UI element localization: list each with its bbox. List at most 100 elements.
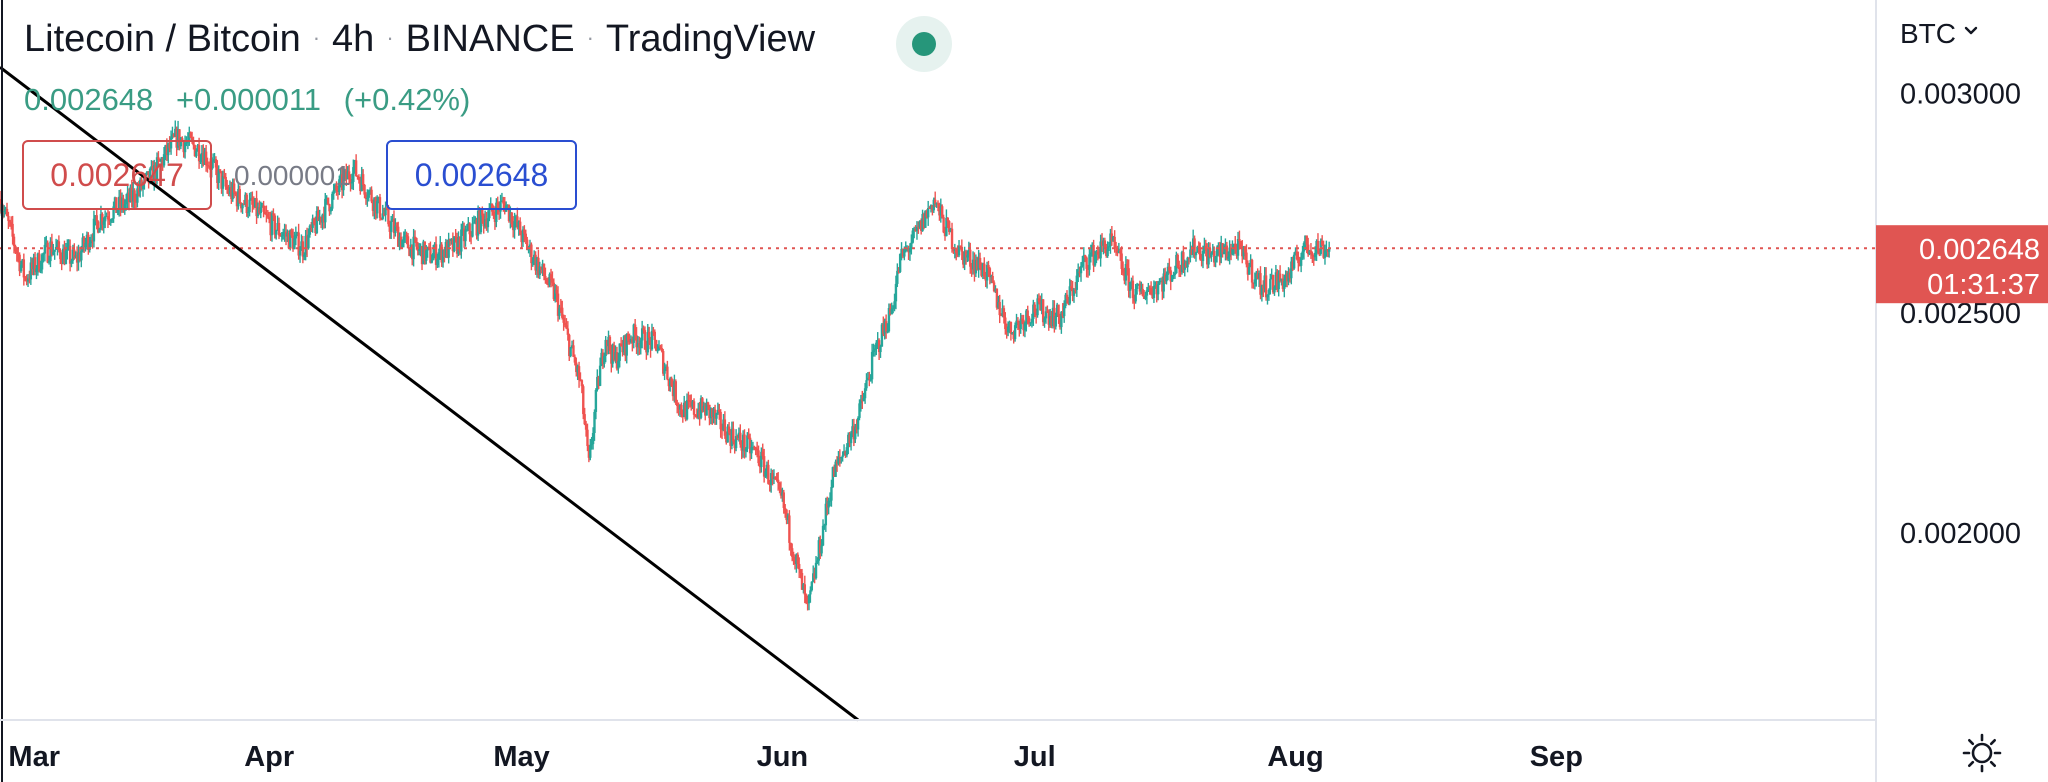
y-tick-label: 0.002000 <box>1900 518 2021 550</box>
candle-body <box>1206 250 1209 265</box>
candle-body <box>654 339 658 351</box>
candle-body <box>844 451 847 456</box>
candle-body <box>652 330 655 332</box>
candle-body <box>268 216 271 220</box>
candle-body <box>884 321 888 332</box>
candle-body <box>690 401 693 407</box>
candle-body <box>1308 250 1311 255</box>
current-price-tag: 0.002648 01:31:37 <box>1876 225 2048 304</box>
candle-body <box>164 145 167 155</box>
sun-gear-icon[interactable] <box>1962 733 2002 778</box>
currency-dropdown[interactable]: BTC <box>1900 18 1978 50</box>
symbol-header[interactable]: Litecoin / Bitcoin · 4h · BINANCE · Trad… <box>24 18 815 61</box>
candle-body <box>1095 251 1098 255</box>
candle-body <box>131 190 135 202</box>
candle-body <box>702 406 706 411</box>
candle-body <box>1016 320 1020 323</box>
candle-body <box>889 308 892 315</box>
candle-body <box>1135 285 1139 289</box>
candle-body <box>231 183 234 200</box>
candle-body <box>820 545 823 554</box>
trendline-drawing[interactable] <box>0 66 859 722</box>
candle-body <box>907 248 910 253</box>
candle-body <box>852 426 856 440</box>
candle-body <box>938 203 941 216</box>
candle-body <box>199 160 202 162</box>
candle-body <box>49 241 52 262</box>
candle-body <box>387 208 390 225</box>
candle-body <box>1253 279 1257 284</box>
candle-body <box>40 254 44 270</box>
candle-body <box>1008 321 1011 327</box>
candle-body <box>1201 250 1205 261</box>
candle-body <box>647 332 651 338</box>
candle-body <box>96 221 100 233</box>
candle-body <box>653 331 656 340</box>
candle-body <box>175 128 178 148</box>
candle-body <box>1203 245 1206 251</box>
candle-body <box>457 237 460 254</box>
time-scale[interactable]: Mar Apr May Jun Jul Aug Sep <box>8 741 1583 773</box>
candle-body <box>830 487 833 501</box>
candle-body <box>235 194 239 207</box>
candle-body <box>607 336 610 347</box>
candle-body <box>1012 332 1015 340</box>
candle-body <box>528 244 532 250</box>
candle-body <box>698 410 701 418</box>
candle-body <box>1050 316 1053 326</box>
sell-price-button[interactable]: 0.002647 <box>22 140 212 210</box>
candle-body <box>317 210 320 221</box>
x-tick-label: Apr <box>244 741 294 773</box>
candle-body <box>1013 325 1017 340</box>
candle-body <box>632 324 635 343</box>
candle-body <box>1068 286 1071 304</box>
candle-body <box>1313 252 1317 258</box>
chart-background <box>0 0 1876 720</box>
candle-body <box>154 165 157 180</box>
candle-body <box>506 204 509 206</box>
candle-body <box>464 230 467 242</box>
candle-body <box>806 598 809 604</box>
candle-body <box>593 411 596 433</box>
candle-body <box>1036 298 1039 316</box>
candle-body <box>1043 318 1046 323</box>
candle-body <box>18 254 21 272</box>
candle-body <box>591 432 595 445</box>
candle-body <box>664 366 668 369</box>
last-price: 0.002648 <box>24 82 154 117</box>
candle-body <box>518 221 522 236</box>
candle-body <box>1301 251 1304 258</box>
candle-body <box>891 308 895 310</box>
candle-body <box>1057 304 1060 318</box>
candle-body <box>29 262 33 280</box>
candle-body <box>635 335 638 348</box>
candle-body <box>368 189 372 191</box>
candle-body <box>430 260 434 263</box>
candle-body <box>1025 310 1028 323</box>
price-scale[interactable]: 0.003000 0.002500 0.002000 <box>1900 79 2021 550</box>
candle-body <box>521 229 525 243</box>
candle-body <box>812 573 815 582</box>
candle-body <box>789 542 792 549</box>
candle-body <box>856 417 860 430</box>
candle-body <box>788 515 791 543</box>
candle-body <box>488 209 491 219</box>
candle-body <box>736 436 739 438</box>
candle-body <box>973 259 976 274</box>
candle-body <box>1276 272 1279 290</box>
candle-body <box>476 210 480 236</box>
interval-label[interactable]: 4h <box>332 18 375 60</box>
buy-price-button[interactable]: 0.002648 <box>386 140 577 210</box>
candle-body <box>432 253 435 261</box>
candle-body <box>610 350 613 364</box>
candle-body <box>771 473 774 479</box>
candle-body <box>1085 257 1088 269</box>
candle-body <box>1011 332 1014 334</box>
candle-body <box>692 401 696 415</box>
candle-body <box>952 249 955 251</box>
candle-body <box>471 223 474 237</box>
candle-body <box>596 376 599 390</box>
candle-body <box>747 435 750 438</box>
candle-body <box>914 229 917 232</box>
